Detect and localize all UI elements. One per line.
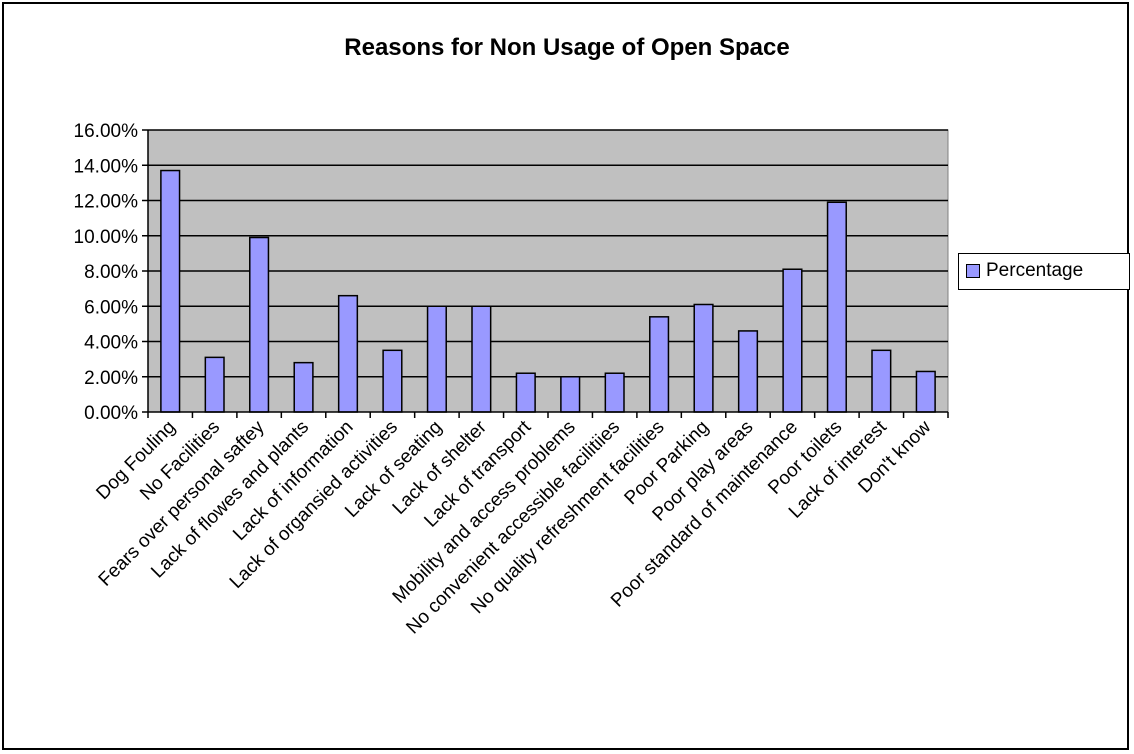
y-tick-label: 12.00% — [74, 192, 139, 213]
bar — [871, 349, 892, 413]
bar — [337, 294, 359, 413]
bar — [515, 372, 536, 413]
y-tick-label: 6.00% — [84, 297, 138, 318]
bar — [471, 305, 492, 413]
bar — [160, 169, 181, 413]
bar — [293, 361, 314, 413]
y-tick-label: 10.00% — [74, 227, 139, 248]
legend-label-percentage: Percentage — [986, 260, 1084, 281]
bar — [382, 349, 403, 413]
bar — [737, 330, 759, 413]
y-tick-label: 8.00% — [84, 262, 138, 283]
bar — [693, 303, 714, 413]
bar — [915, 370, 936, 413]
chart-title: Reasons for Non Usage of Open Space — [344, 34, 790, 61]
y-tick-label: 14.00% — [74, 156, 139, 177]
y-tick-label: 0.00% — [84, 403, 138, 424]
y-tick-label: 16.00% — [74, 121, 139, 142]
bar — [204, 356, 225, 413]
y-tick-label: 4.00% — [84, 333, 138, 354]
bar — [782, 268, 803, 413]
chart-legend: Percentage — [958, 253, 1130, 290]
bar — [560, 376, 581, 413]
bar — [826, 201, 847, 413]
bar — [249, 236, 270, 413]
legend-swatch-percentage — [966, 264, 980, 278]
bar — [604, 372, 625, 413]
bar — [426, 305, 447, 413]
y-tick-label: 2.00% — [84, 368, 138, 389]
bar — [649, 316, 670, 413]
